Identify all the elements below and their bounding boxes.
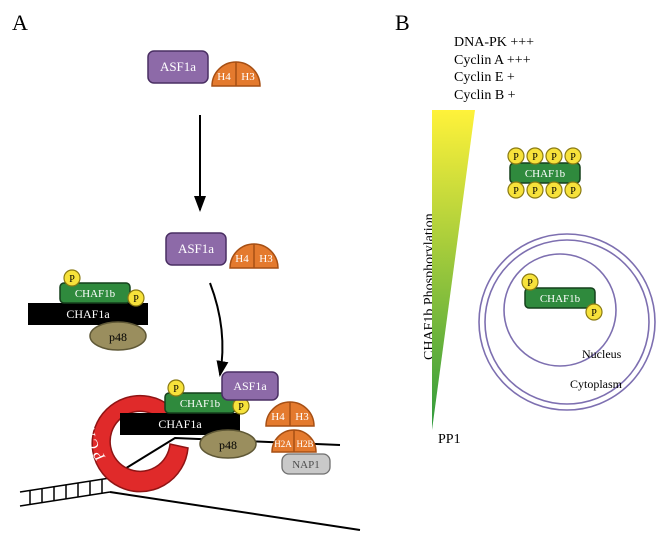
top-complex: ASF1a H4 H3 xyxy=(148,51,260,86)
nap1-label: NAP1 xyxy=(292,459,320,471)
mid-asf-complex: ASF1a H4 H3 xyxy=(166,233,278,268)
nucleus-label: Nucleus xyxy=(582,347,622,361)
h3-top-label: H3 xyxy=(241,71,255,83)
phos-free-1: P xyxy=(69,274,75,285)
phosphorylation-gradient xyxy=(432,110,475,430)
p-h-5: P xyxy=(513,186,519,197)
h2b-label: H2B xyxy=(296,439,313,449)
fork-complex: CHAF1a p48 CHAF1b P P ASF1a H4 H3 H2A H2… xyxy=(120,372,330,474)
cell-diagram: CHAF1b P P Nucleus Cytoplasm xyxy=(479,234,655,410)
diagram-svg: ASF1a H4 H3 ASF1a H4 H3 CHAF1a CHAF1b P … xyxy=(0,0,663,542)
asf1a-fork-label: ASF1a xyxy=(233,379,267,393)
p48-fork-label: p48 xyxy=(219,438,237,452)
phos-fork-2: P xyxy=(238,402,244,413)
chaf1b-nuclear-label: CHAF1b xyxy=(540,293,581,305)
asf1a-mid-label: ASF1a xyxy=(178,241,214,256)
chaf1a-fork-label: CHAF1a xyxy=(158,417,202,431)
chaf1b-fork-label: CHAF1b xyxy=(180,398,221,410)
h3-mid-label: H3 xyxy=(259,253,273,265)
p-h-8: P xyxy=(570,186,576,197)
p-n-1: P xyxy=(527,278,533,289)
h4-fork-label: H4 xyxy=(271,411,285,423)
h4-mid-label: H4 xyxy=(235,253,249,265)
phos-free-2: P xyxy=(133,294,139,305)
p-h-4: P xyxy=(570,152,576,163)
p-n-2: P xyxy=(591,308,597,319)
asf1a-top-label: ASF1a xyxy=(160,59,196,74)
h4-top-label: H4 xyxy=(217,71,231,83)
cytoplasm-label: Cytoplasm xyxy=(570,377,623,391)
chaf1a-free-label: CHAF1a xyxy=(66,307,110,321)
chaf1b-free-label: CHAF1b xyxy=(75,288,116,300)
arrow-2 xyxy=(210,283,222,375)
h3-fork-label: H3 xyxy=(295,411,309,423)
p48-free-label: p48 xyxy=(109,330,127,344)
phos-fork-1: P xyxy=(173,384,179,395)
p-h-3: P xyxy=(551,152,557,163)
h2a-label: H2A xyxy=(274,439,292,449)
chaf1b-hyper-label: CHAF1b xyxy=(525,168,566,180)
chaf1b-hyper: CHAF1b P P P P P P P P xyxy=(508,148,581,198)
p-h-2: P xyxy=(532,152,538,163)
p-h-7: P xyxy=(551,186,557,197)
p-h-6: P xyxy=(532,186,538,197)
p-h-1: P xyxy=(513,152,519,163)
caf1-free-complex: CHAF1a CHAF1b P P p48 xyxy=(28,270,148,350)
